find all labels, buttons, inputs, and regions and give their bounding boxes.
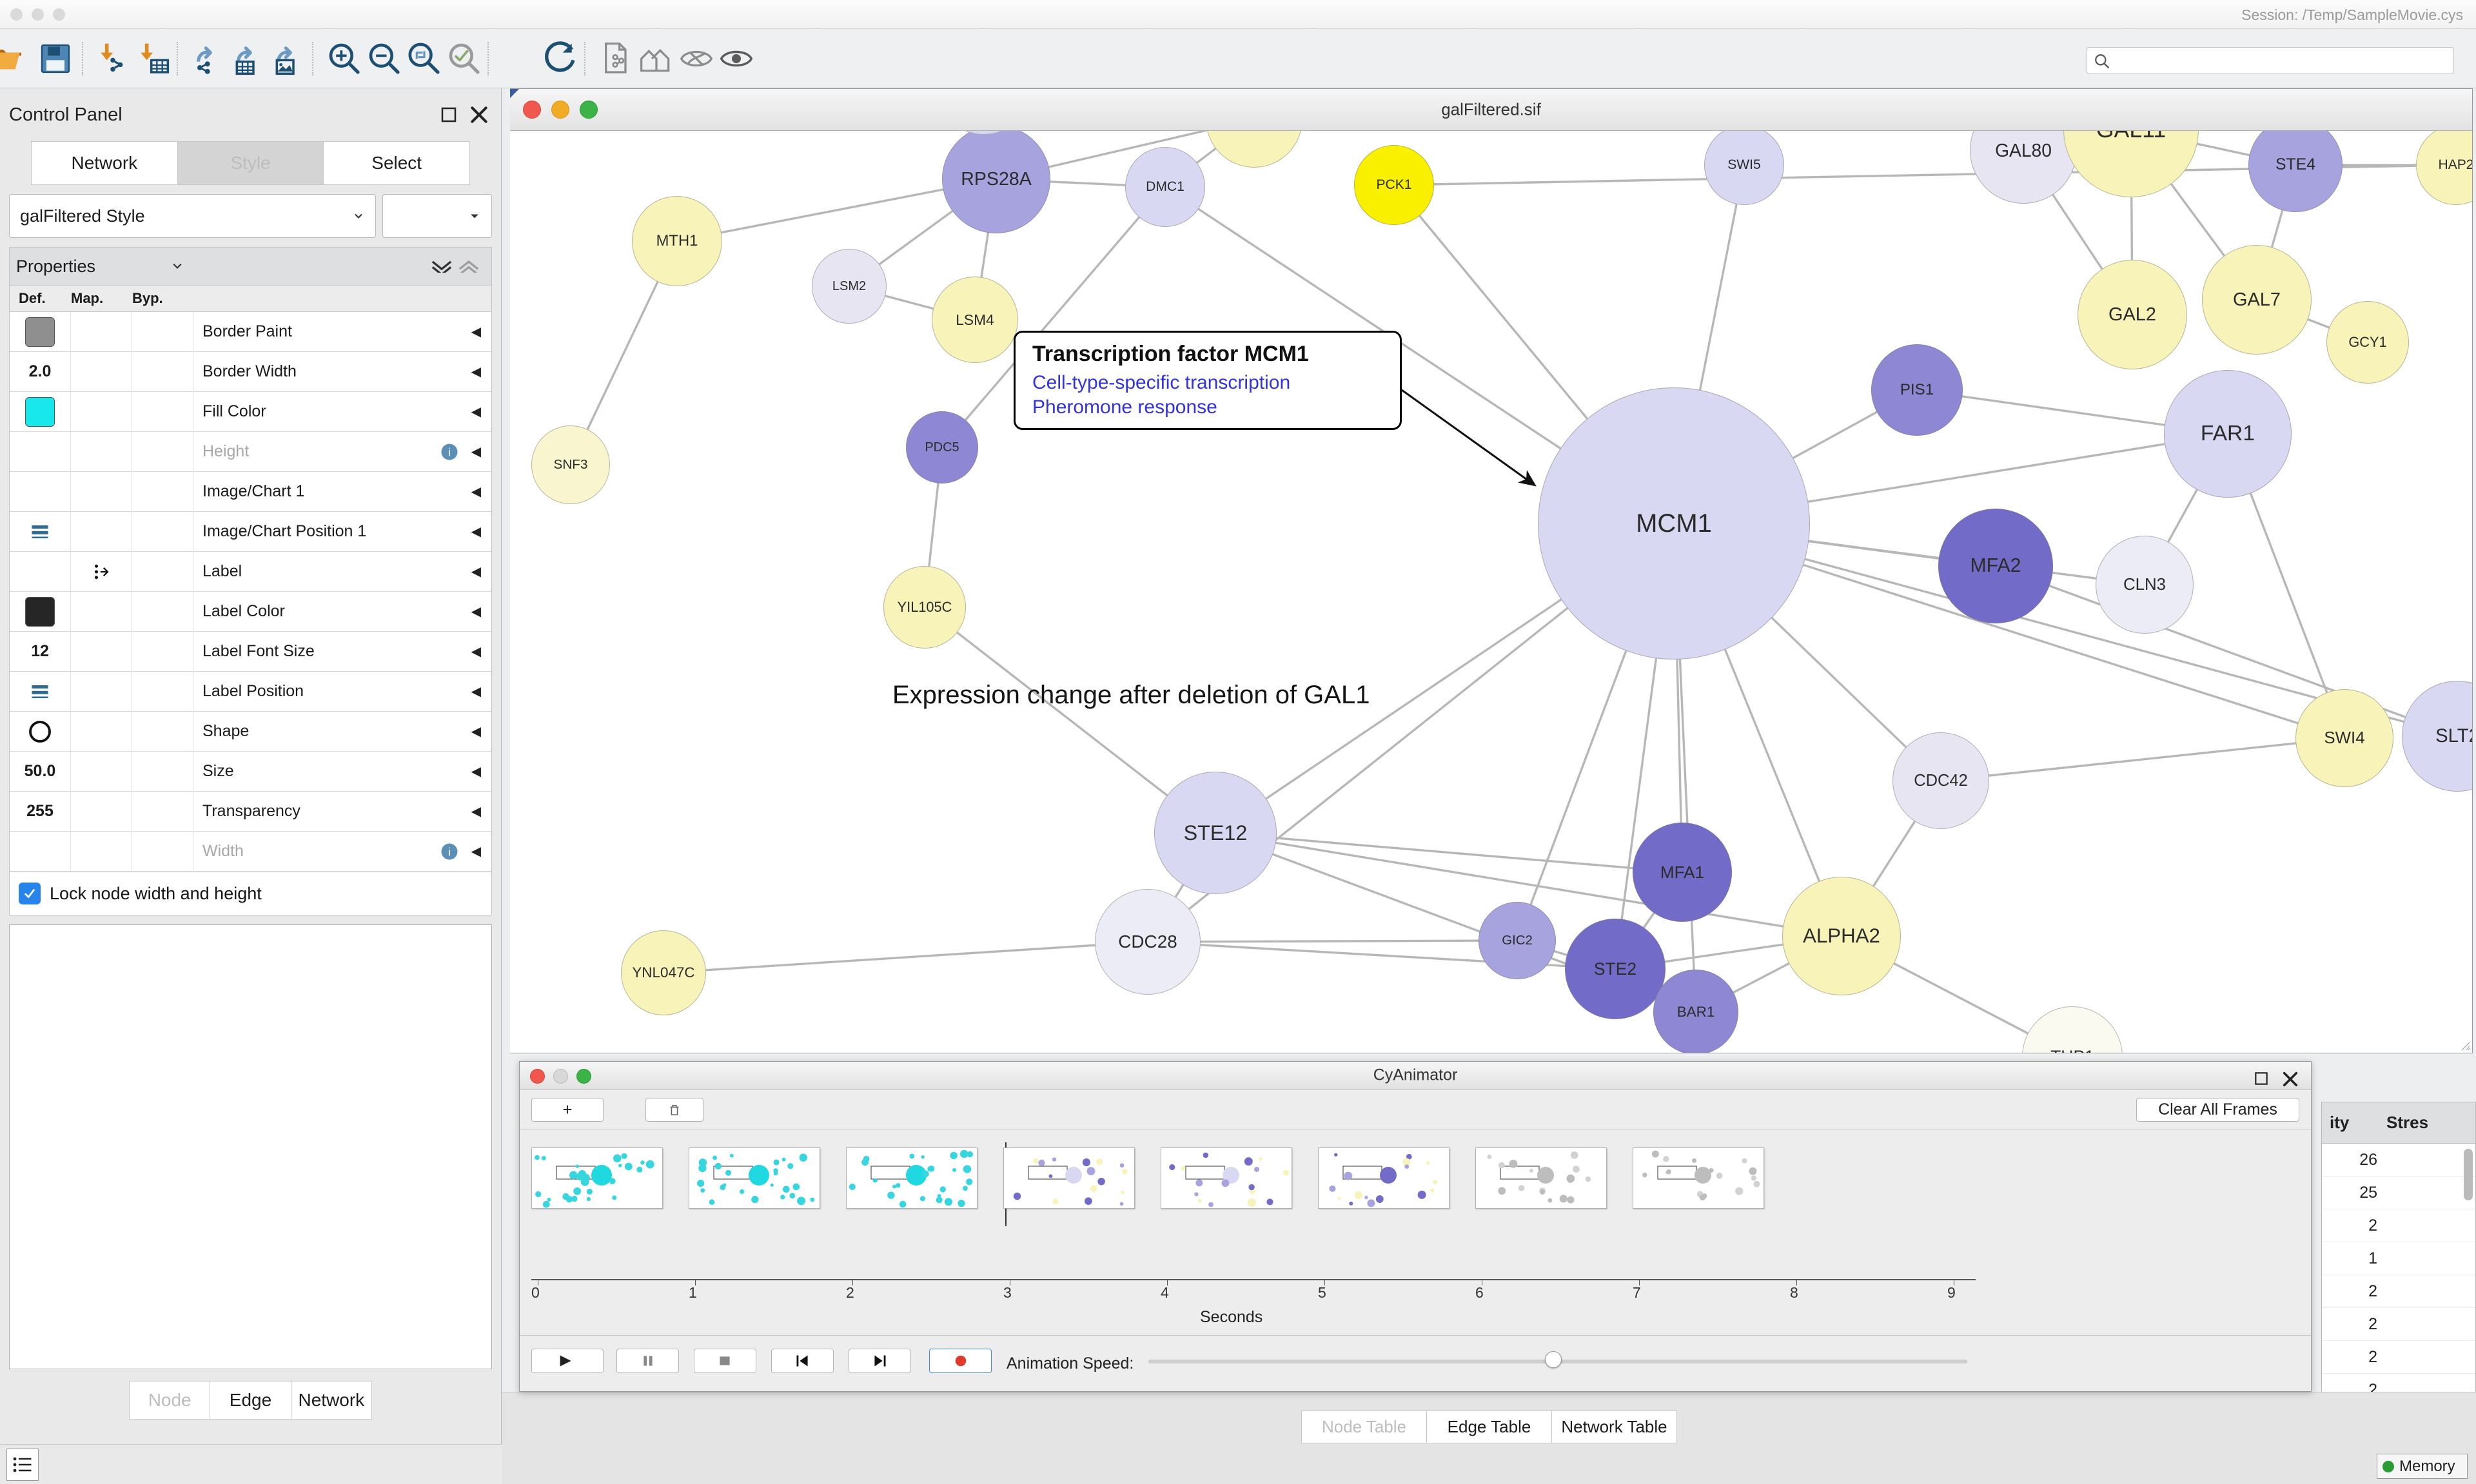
svg-text:i: i xyxy=(448,845,451,858)
svg-text:i: i xyxy=(448,445,451,458)
